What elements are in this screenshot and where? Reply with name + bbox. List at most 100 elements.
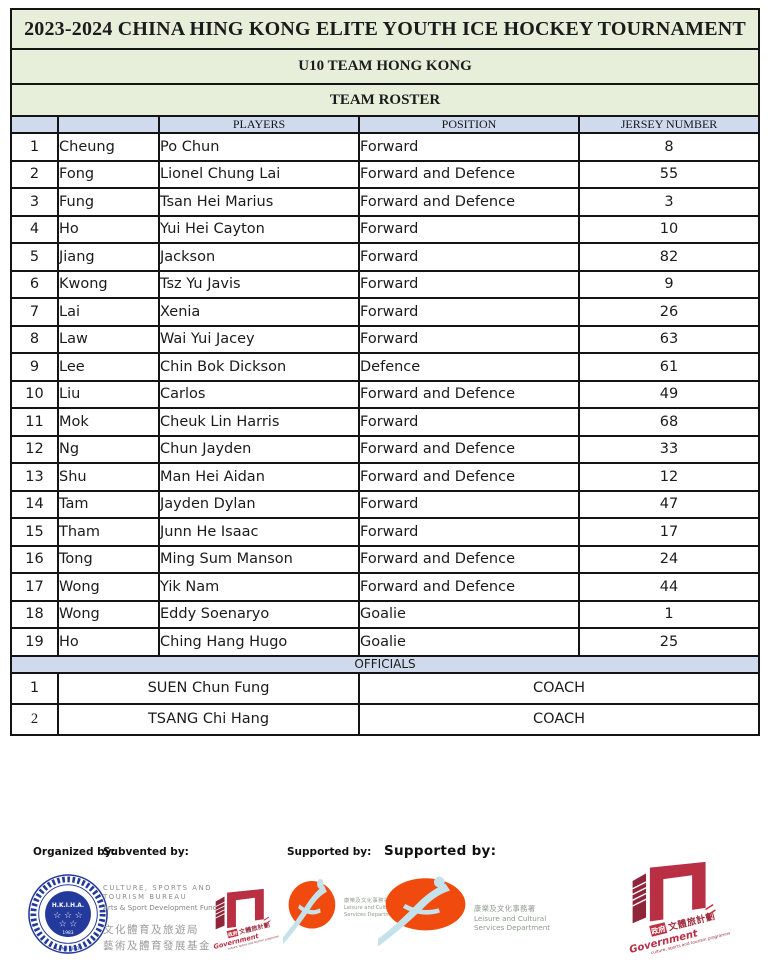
player-surname: Ho [57,214,160,244]
cstb-cn1: 文化體育及旅遊局 [103,924,199,937]
player-surname: Mok [57,407,160,437]
player-surname: Jiang [57,242,160,272]
table-row: 1 Cheung Po Chun Forward 8 [10,132,761,162]
officials-header: OFFICIALS [9,654,761,674]
gov-cn-box: 政府 [227,929,238,938]
official-row: 1 SUEN Chun Fung COACH [10,671,761,705]
player-jersey: 26 [577,297,761,327]
table-row: 9 Lee Chin Bok Dickson Defence 61 [10,352,761,382]
player-given-names: Chun Jayden [158,434,360,464]
col-header-surname [57,115,160,134]
cstb-logo: CULTURE, SPORTS AND TOURISM BUREAU Arts … [103,884,217,953]
team-subtitle: U10 TEAM HONG KONG [9,48,761,85]
row-number: 16 [10,544,59,574]
player-surname: Fong [57,159,160,189]
player-position: Forward and Defence [358,187,580,217]
lcsd-cn: 康樂及文化事務署 [344,898,390,904]
official-name: SUEN Chun Fung [57,671,360,705]
player-surname: Cheung [57,132,160,162]
player-jersey: 1 [577,599,761,629]
supported-by-label-1: Supported by: [287,846,372,858]
player-surname: Lee [57,352,160,382]
player-given-names: Carlos [158,379,360,409]
col-header-players: PLAYERS [158,115,360,134]
player-position: Forward [358,132,580,162]
column-header-row: PLAYERS POSITION JERSEY NUMBER [10,115,761,134]
row-number: 7 [10,297,59,327]
organized-by-label: Organized by: [33,846,116,858]
player-surname: Ho [57,627,160,657]
player-surname: Ng [57,434,160,464]
official-number: 2 [10,702,59,736]
table-row: 8 Law Wai Yui Jacey Forward 63 [10,324,761,354]
row-number: 6 [10,269,59,299]
player-given-names: Yik Nam [158,572,360,602]
player-position: Forward [358,517,580,547]
lcsd-text-large: 康樂及文化事務署 Leisure and Cultural Services D… [474,904,550,933]
player-position: Forward and Defence [358,572,580,602]
player-given-names: Po Chun [158,132,360,162]
official-role: COACH [357,702,761,736]
table-row: 15 Tham Junn He Isaac Forward 17 [10,517,761,547]
player-jersey: 3 [577,187,761,217]
player-jersey: 24 [577,544,761,574]
player-jersey: 9 [577,269,761,299]
player-jersey: 17 [577,517,761,547]
cstb-cn2: 藝術及體育發展基金 [103,940,211,953]
player-position: Forward and Defence [358,379,580,409]
roster-body: 1 Cheung Po Chun Forward 8 2 Fong Lionel… [10,132,761,657]
player-surname: Wong [57,572,160,602]
table-row: 5 Jiang Jackson Forward 82 [10,242,761,272]
hkiha-stars-row1-icon: ☆ ☆ ☆ [53,911,82,921]
player-position: Forward and Defence [358,462,580,492]
player-surname: Kwong [57,269,160,299]
cstb-line1: CULTURE, SPORTS AND [103,884,213,892]
section-title: TEAM ROSTER [9,83,761,117]
player-jersey: 44 [577,572,761,602]
col-header-jersey: JERSEY NUMBER [577,115,761,134]
lcsd-en1: Leisure and Cultural [344,905,397,912]
table-row: 2 Fong Lionel Chung Lai Forward and Defe… [10,159,761,189]
table-row: 11 Mok Cheuk Lin Harris Forward 68 [10,407,761,437]
player-position: Forward [358,297,580,327]
player-jersey: 49 [577,379,761,409]
player-jersey: 25 [577,627,761,657]
row-number: 3 [10,187,59,217]
col-header-position: POSITION [358,115,580,134]
player-surname: Law [57,324,160,354]
subtitle-row: U10 TEAM HONG KONG [9,48,761,85]
lcsd-en2: Services Department [474,923,551,933]
player-jersey: 33 [577,434,761,464]
subvented-by-label: Subvented by: [103,846,189,858]
hkiha-stars-row2-icon: ☆ ☆ [59,920,78,930]
lcsd-logo [378,876,466,947]
player-position: Forward [358,407,580,437]
player-position: Forward and Defence [358,544,580,574]
player-given-names: Ching Hang Hugo [158,627,360,657]
hkiha-year: 1983 [62,930,73,936]
row-number: 4 [10,214,59,244]
hkiha-acronym: H.K.I.H.A. [52,903,84,909]
cstb-line2: TOURISM BUREAU [103,893,188,902]
row-number: 5 [10,242,59,272]
player-surname: Liu [57,379,160,409]
player-jersey: 10 [577,214,761,244]
row-number: 8 [10,324,59,354]
row-number: 13 [10,462,59,492]
row-number: 12 [10,434,59,464]
table-row: 4 Ho Yui Hei Cayton Forward 10 [10,214,761,244]
player-surname: Fung [57,187,160,217]
player-given-names: Eddy Soenaryo [158,599,360,629]
gov-programme-logo: 政府 文體旅計劃 Government culture, sports and … [213,888,279,951]
row-number: 17 [10,572,59,602]
player-given-names: Yui Hei Cayton [158,214,360,244]
player-surname: Lai [57,297,160,327]
table-row: 13 Shu Man Hei Aidan Forward and Defence… [10,462,761,492]
table-row: 10 Liu Carlos Forward and Defence 49 [10,379,761,409]
player-given-names: Jayden Dylan [158,489,360,519]
player-surname: Shu [57,462,160,492]
player-jersey: 61 [577,352,761,382]
row-number: 1 [10,132,59,162]
row-number: 14 [10,489,59,519]
